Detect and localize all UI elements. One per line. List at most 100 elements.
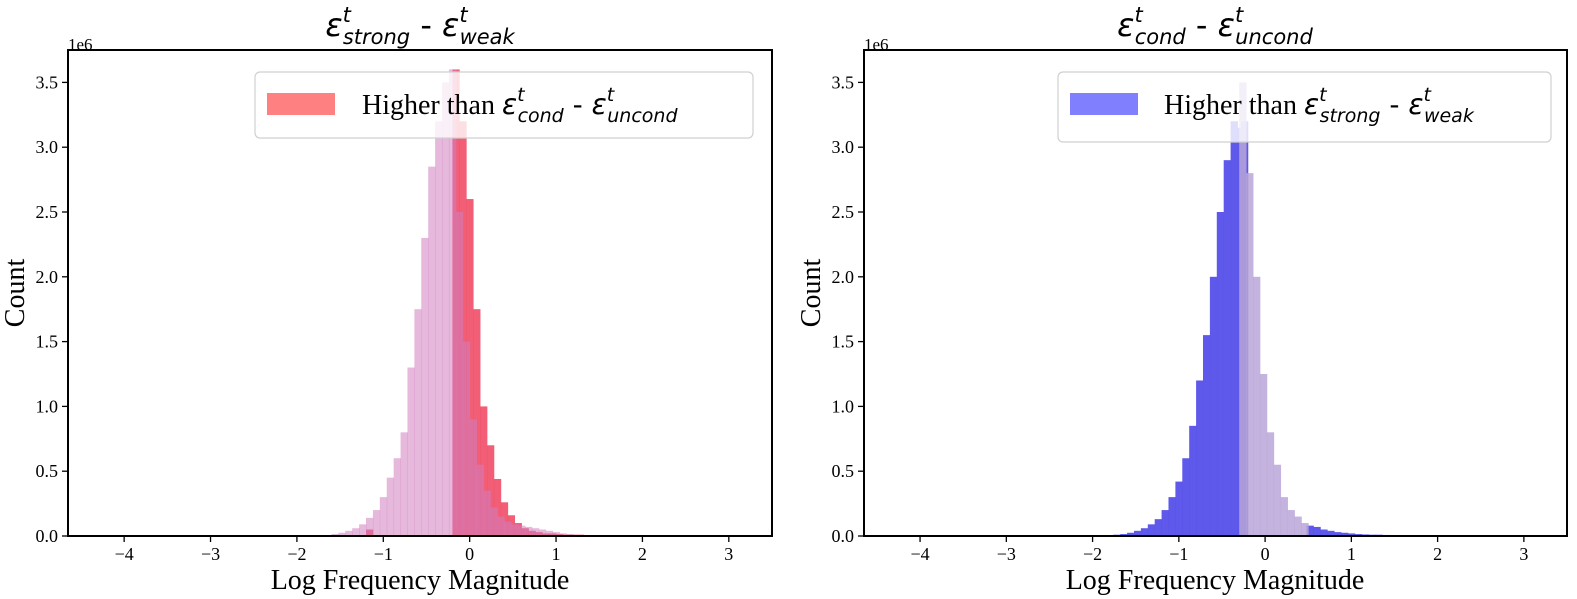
legend-frame (254, 71, 754, 139)
x-tick-label: 0 (1261, 544, 1270, 564)
y-offset-label: 1e6 (864, 35, 889, 54)
histogram-bar (1175, 481, 1183, 536)
legend: Higher than εt strong - εt weak (1057, 71, 1552, 143)
histogram-bar (345, 530, 353, 536)
histogram-bar (518, 525, 526, 536)
y-tick-label: 2.5 (36, 202, 59, 222)
x-tick-label: 2 (638, 544, 647, 564)
histogram-bar (1196, 380, 1204, 536)
histogram-bar (1280, 497, 1288, 536)
histogram-bar (414, 309, 422, 536)
histogram-bar (1147, 524, 1156, 536)
x-tick-label: −2 (287, 544, 306, 564)
histogram-bar (393, 458, 401, 536)
histogram-bar (462, 341, 471, 536)
title-epsilon-2: ε (442, 6, 459, 44)
title-sub-1: cond (1135, 25, 1187, 49)
histogram-bar (1294, 516, 1302, 536)
histogram-bar (1168, 497, 1176, 536)
histogram-bar (504, 521, 512, 536)
legend-separator: - (564, 88, 592, 121)
title-epsilon-1: ε (325, 6, 342, 44)
y-tick-label: 0.5 (832, 461, 855, 481)
histogram-bar (1223, 160, 1232, 536)
y-tick-label: 2.5 (832, 202, 855, 222)
histogram-bar (407, 367, 415, 536)
y-tick-label: 0.0 (832, 526, 855, 546)
y-axis-label: Count (0, 259, 31, 328)
histogram-bar (1189, 425, 1197, 536)
histogram-bar (483, 490, 491, 536)
histogram-bar (1182, 458, 1190, 536)
histogram-bar (1161, 510, 1169, 536)
legend-swatch (1070, 93, 1138, 115)
histogram-bar (1327, 530, 1335, 536)
y-tick-label: 1.0 (36, 396, 59, 416)
x-tick-label: 0 (465, 544, 474, 564)
legend-sub-2: uncond (607, 105, 678, 127)
x-axis-label: Log Frequency Magnitude (271, 565, 570, 596)
histogram-bar (1259, 374, 1268, 536)
legend-sup-1: t (1319, 84, 1328, 106)
legend-sup-2: t (1424, 84, 1433, 106)
legend-label: Higher than εt cond - εt uncond (362, 84, 678, 127)
bars-group (331, 69, 588, 537)
y-tick-label: 2.0 (36, 267, 59, 287)
histogram-bar (469, 419, 478, 536)
histogram-bar (448, 69, 457, 536)
chart-right: εt cond - εt uncond 1e6 −4 −3 −2 −1 0 1 2 3 0.00.… (796, 3, 1568, 596)
y-tick-label: 3.0 (832, 137, 855, 157)
histogram-bar (1133, 530, 1142, 536)
title-sub-1: strong (343, 25, 410, 49)
y-tick-label: 3.5 (832, 72, 855, 92)
chart-left: εt strong - εt weak 1e6 −4 −3 −2 −1 0 1 2 3 0.00.… (0, 3, 773, 596)
x-axis-ticks: −4 −3 −2 −1 0 1 2 3 (115, 536, 733, 564)
plot-frame (863, 49, 1568, 537)
legend-separator: - (1380, 88, 1408, 121)
histogram-bar (379, 497, 388, 536)
histogram-bar (386, 477, 395, 536)
histogram-bar (1230, 121, 1238, 536)
legend-sup-2: t (607, 84, 616, 106)
histogram-bar (1320, 529, 1328, 536)
histogram-bar (1266, 432, 1275, 536)
chart-title: εt strong - εt weak (325, 3, 515, 49)
legend-prefix: Higher than (1164, 90, 1304, 121)
y-axis-ticks: 0.0 0.5 1.0 1.5 2.0 2.5 3.0 3.5 (832, 72, 864, 546)
title-epsilon-2: ε (1218, 6, 1235, 44)
x-tick-label: 3 (724, 544, 733, 564)
x-axis-label: Log Frequency Magnitude (1066, 565, 1365, 596)
legend-prefix: Higher than (362, 90, 502, 121)
histogram-bar (359, 524, 367, 536)
legend-sup-1: t (517, 84, 526, 106)
bars-group (1113, 82, 1390, 537)
y-offset-label: 1e6 (68, 35, 93, 54)
histogram-bar (366, 517, 374, 536)
x-tick-label: 1 (552, 544, 561, 564)
x-tick-label: −4 (910, 544, 929, 564)
histogram-bar (1313, 526, 1321, 536)
x-tick-label: 3 (1519, 544, 1528, 564)
histogram-bar (1154, 519, 1163, 536)
title-sup-2: t (459, 3, 468, 27)
x-tick-label: 1 (1347, 544, 1356, 564)
histogram-bar (1246, 173, 1254, 536)
title-sup-1: t (1134, 3, 1143, 27)
histogram-bar (1202, 335, 1211, 536)
histogram-bar (1334, 532, 1342, 536)
histogram-bar (338, 532, 346, 536)
legend-swatch (267, 93, 335, 115)
histogram-bar (531, 528, 540, 536)
y-axis-ticks: 0.0 0.5 1.0 1.5 2.0 2.5 3.0 3.5 (36, 72, 68, 546)
x-tick-label: −3 (997, 544, 1016, 564)
histogram-bar (1287, 510, 1295, 536)
x-tick-label: −1 (374, 544, 393, 564)
legend-label: Higher than εt strong - εt weak (1164, 84, 1475, 127)
histogram-bar (1306, 525, 1314, 536)
y-axis-label: Count (796, 259, 827, 328)
title-sup-2: t (1235, 3, 1244, 27)
y-tick-label: 0.0 (36, 526, 59, 546)
histogram-bar (372, 510, 381, 536)
legend-sub-2: weak (1424, 105, 1475, 127)
histogram-bar (442, 82, 450, 537)
